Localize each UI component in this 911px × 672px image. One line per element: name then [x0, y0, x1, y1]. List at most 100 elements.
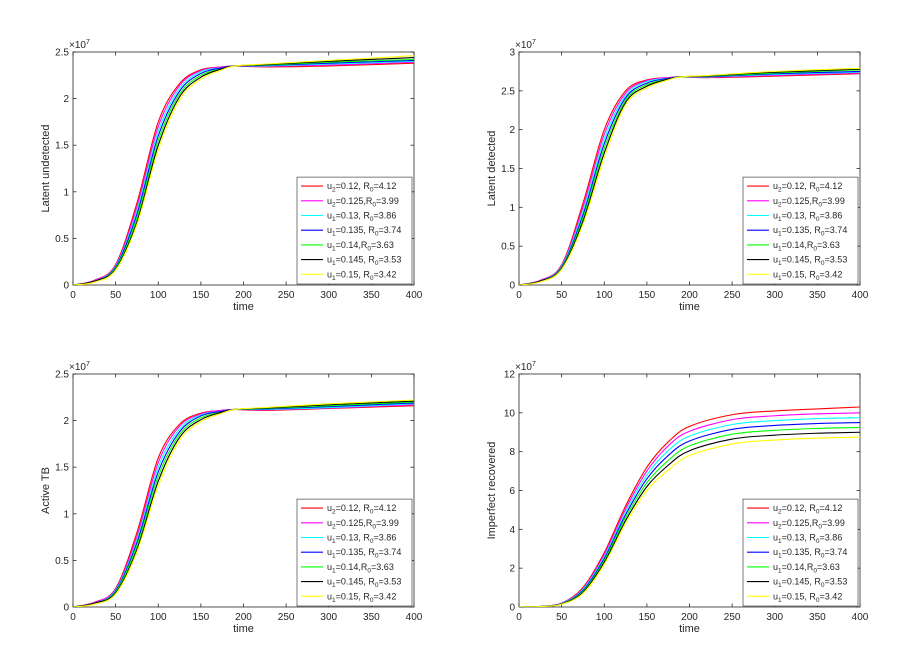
series-line-7	[519, 67, 860, 285]
series-line-5	[73, 401, 414, 607]
x-tick-label: 250	[724, 612, 741, 623]
legend-entry: u1=0.15, R0=3.42	[773, 269, 842, 282]
series-line-7	[73, 399, 414, 607]
x-tick-label: 100	[596, 612, 613, 623]
y-tick-label: 2	[63, 416, 69, 427]
legend-entry: u1=0.14,R0=3.63	[773, 562, 840, 575]
legend: u2=0.12, R0=4.12 u2=0.125,R0=3.99 u1=0.13,…	[742, 176, 859, 285]
legend-entry: u1=0.135, R0=3.74	[773, 225, 847, 238]
x-tick-label: 300	[766, 290, 783, 301]
legend-entry: u1=0.15, R0=3.42	[327, 269, 396, 282]
legend-entry: u2=0.125,R0=3.99	[327, 196, 399, 209]
x-tick-label: 150	[639, 290, 656, 301]
x-tick-label: 400	[406, 290, 423, 301]
legend-entry: u1=0.15, R0=3.42	[327, 591, 396, 604]
x-tick-label: 150	[193, 612, 210, 623]
y-tick-label: 4	[509, 525, 515, 536]
y-exponent: ×107	[69, 39, 90, 51]
y-exponent: ×107	[69, 361, 90, 373]
series-group	[519, 406, 860, 607]
x-tick-label: 0	[70, 612, 76, 623]
y-tick-label: 2	[63, 94, 69, 105]
x-tick-label: 0	[70, 290, 76, 301]
chart-3: 0 50 100 150 200 250 300 350 400 0 0.5 1 1.5 2 2.5×107…	[40, 361, 423, 635]
y-tick-label: 0	[509, 603, 515, 614]
y-axis-label: Imperfect recovered	[486, 442, 498, 540]
x-tick-label: 400	[406, 612, 423, 623]
legend-entry: u1=0.13, R0=3.86	[327, 533, 396, 546]
legend-entry: u2=0.12, R0=4.12	[773, 503, 842, 515]
legend-entry: u1=0.145, R0=3.53	[327, 577, 401, 590]
x-tick-label: 200	[681, 290, 698, 301]
legend-entry: u2=0.125,R0=3.99	[773, 196, 845, 209]
y-tick-label: 10	[504, 408, 516, 419]
y-exponent: ×107	[515, 39, 536, 51]
x-tick-label: 200	[681, 612, 698, 623]
y-tick-label: 1.5	[55, 141, 69, 152]
series-group	[519, 67, 860, 285]
y-tick-label: 3	[509, 48, 515, 59]
x-tick-label: 250	[278, 290, 295, 301]
legend-entry: u2=0.12, R0=4.12	[327, 181, 396, 194]
x-tick-label: 150	[193, 290, 210, 301]
y-tick-label: 2	[509, 564, 515, 575]
x-tick-label: 50	[556, 290, 568, 301]
legend: u2=0.12, R0=4.12 u2=0.125,R0=3.99 u1=0.13,…	[296, 176, 413, 285]
y-tick-label: 0	[509, 281, 515, 292]
series-line-7	[519, 436, 860, 607]
legend-entry: u1=0.135, R0=3.74	[327, 547, 401, 560]
legend-entry: u1=0.145, R0=3.53	[327, 255, 401, 268]
x-axis-label: time	[233, 623, 254, 635]
y-tick-label: 12	[504, 370, 516, 381]
x-tick-label: 0	[516, 290, 522, 301]
x-tick-label: 300	[766, 612, 783, 623]
y-tick-label: 0.5	[55, 556, 69, 567]
y-tick-label: 8	[509, 447, 515, 458]
y-tick-label: 1	[63, 509, 69, 520]
x-axis-label: time	[679, 301, 700, 313]
x-tick-label: 300	[320, 290, 337, 301]
series-line-4	[73, 402, 414, 607]
x-tick-label: 200	[235, 290, 252, 301]
y-tick-label: 2.5	[55, 48, 69, 59]
legend-entry: u1=0.15, R0=3.42	[773, 591, 842, 604]
y-tick-label: 1	[63, 187, 69, 198]
y-tick-label: 2.5	[501, 86, 515, 97]
series-line-3	[73, 403, 414, 607]
legend: u2=0.12, R0=4.12 u2=0.125,R0=3.99 u1=0.13,…	[742, 498, 859, 607]
legend-entry: u1=0.13, R0=3.86	[327, 211, 396, 224]
y-tick-label: 2.5	[55, 370, 69, 381]
legend-entry: u2=0.12, R0=4.12	[327, 503, 396, 515]
chart-4: 0 50 100 150 200 250 300 350 400 0 2 4 6 8 10 12×107 tim…	[486, 361, 869, 635]
chart-1: 0 50 100 150 200 250 300 350 400 0 0.5 1 1.5 2 2.5×107…	[40, 39, 423, 313]
x-axis-label: time	[679, 623, 700, 635]
y-tick-label: 2	[509, 125, 515, 136]
y-axis-label: Latent undetected	[40, 124, 52, 212]
legend-entry: u1=0.14,R0=3.63	[327, 562, 394, 575]
x-tick-label: 50	[556, 612, 568, 623]
legend-entry: u1=0.135, R0=3.74	[327, 225, 401, 238]
x-tick-label: 400	[852, 290, 869, 301]
legend-entry: u1=0.13, R0=3.86	[773, 533, 842, 546]
y-tick-label: 0	[63, 603, 69, 614]
y-tick-label: 1.5	[55, 463, 69, 474]
x-tick-label: 300	[320, 612, 337, 623]
chart-2: 0 50 100 150 200 250 300 350 400 0 0.5 1 1.5 2 2.5 3×10…	[486, 39, 869, 313]
x-tick-label: 350	[809, 612, 826, 623]
y-axis-label: Latent detected	[486, 131, 498, 207]
x-tick-label: 250	[278, 612, 295, 623]
x-tick-label: 400	[852, 612, 869, 623]
legend-entry: u2=0.125,R0=3.99	[773, 518, 845, 531]
x-tick-label: 50	[110, 612, 122, 623]
legend-entry: u2=0.125,R0=3.99	[327, 518, 399, 531]
series-group	[73, 55, 414, 285]
x-tick-label: 100	[150, 290, 167, 301]
y-tick-label: 0.5	[55, 234, 69, 245]
x-tick-label: 100	[150, 612, 167, 623]
series-line-6	[73, 400, 414, 607]
x-tick-label: 100	[596, 290, 613, 301]
x-axis-label: time	[233, 301, 254, 313]
y-axis-label: Active TB	[40, 467, 52, 514]
series-line-7	[73, 55, 414, 285]
